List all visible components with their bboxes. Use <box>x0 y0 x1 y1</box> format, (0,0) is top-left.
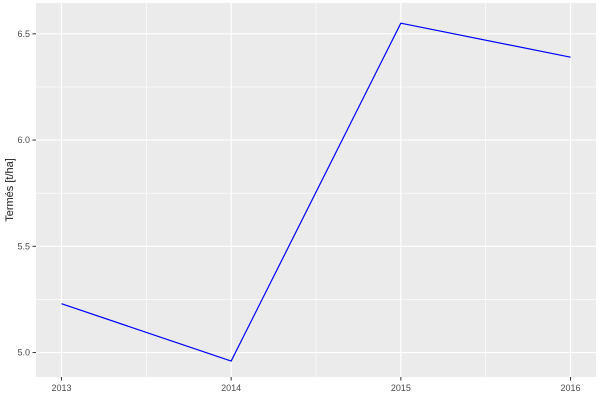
x-tick-label: 2014 <box>221 383 241 393</box>
y-tick-label: 6.5 <box>17 29 30 39</box>
y-tick-label: 6.0 <box>17 135 30 145</box>
y-tick-label: 5.5 <box>17 241 30 251</box>
data-line <box>61 22 571 362</box>
x-tick-label: 2013 <box>51 383 71 393</box>
x-tick-label: 2015 <box>391 383 411 393</box>
x-tick-label: 2016 <box>561 383 581 393</box>
y-tick-label: 5.0 <box>17 348 30 358</box>
y-axis-title: Termés [t/ha] <box>4 158 16 222</box>
